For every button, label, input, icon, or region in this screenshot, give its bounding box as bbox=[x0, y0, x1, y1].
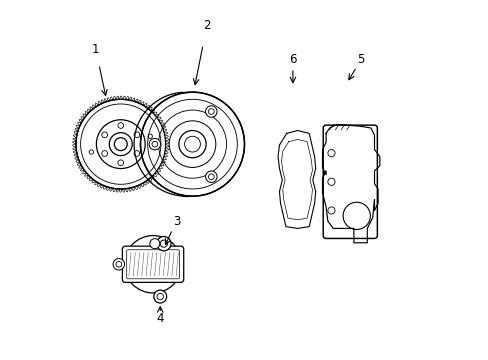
Circle shape bbox=[113, 258, 124, 270]
Circle shape bbox=[149, 239, 160, 249]
Circle shape bbox=[149, 138, 160, 150]
Text: 3: 3 bbox=[172, 215, 180, 228]
Circle shape bbox=[124, 235, 182, 293]
Circle shape bbox=[76, 99, 165, 189]
Text: 2: 2 bbox=[203, 19, 210, 32]
Text: 1: 1 bbox=[92, 42, 99, 55]
Circle shape bbox=[205, 106, 217, 117]
Circle shape bbox=[205, 171, 217, 183]
FancyBboxPatch shape bbox=[122, 246, 183, 282]
Circle shape bbox=[140, 92, 244, 196]
Text: 6: 6 bbox=[288, 53, 296, 66]
Text: 5: 5 bbox=[357, 53, 364, 66]
Text: 4: 4 bbox=[156, 311, 163, 325]
Circle shape bbox=[153, 290, 166, 303]
FancyBboxPatch shape bbox=[323, 125, 377, 238]
Circle shape bbox=[114, 138, 127, 150]
FancyBboxPatch shape bbox=[126, 250, 179, 279]
Circle shape bbox=[156, 237, 171, 251]
Circle shape bbox=[179, 131, 206, 158]
